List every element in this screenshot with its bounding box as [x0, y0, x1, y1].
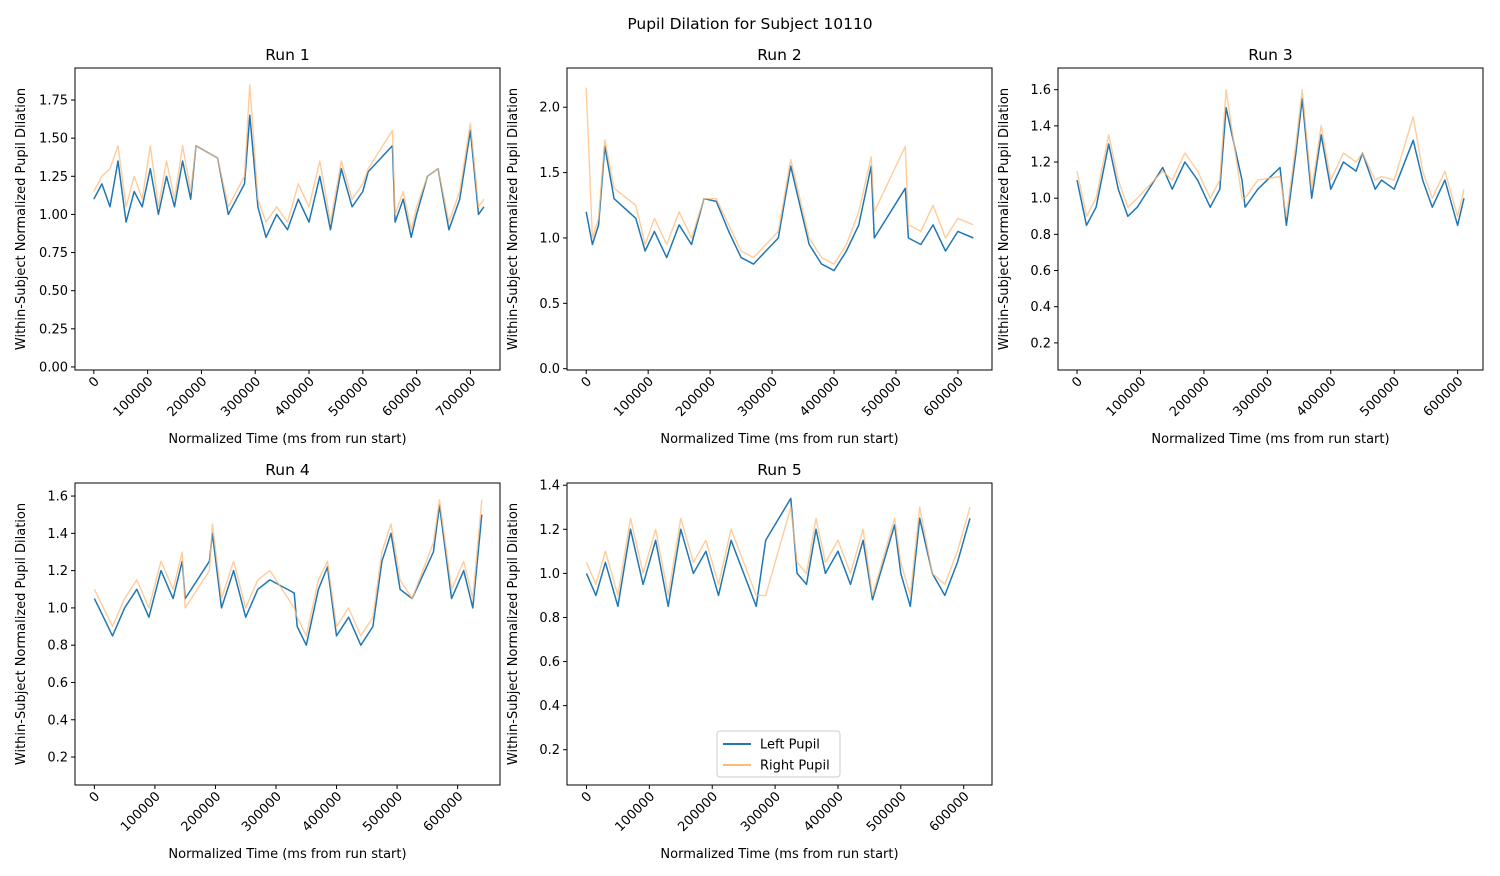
y-tick-label: 0.00 [39, 360, 68, 375]
y-tick-label: 0.4 [539, 699, 560, 714]
x-axis-label: Normalized Time (ms from run start) [168, 432, 406, 447]
y-tick-label: 1.00 [39, 208, 68, 223]
y-tick-label: 0.6 [47, 676, 68, 691]
legend-entry-label: Right Pupil [760, 759, 830, 774]
axes-frame [566, 482, 993, 786]
axes-frame [74, 482, 501, 786]
y-tick-label: 1.75 [39, 94, 68, 109]
y-tick-label: 1.50 [39, 132, 68, 147]
x-axis-label: Normalized Time (ms from run start) [660, 847, 898, 862]
y-tick-label: 0.4 [47, 713, 68, 728]
y-tick-label: 0.6 [1030, 264, 1051, 279]
y-tick-label: 1.0 [539, 231, 560, 246]
series-line-right-pupil [1076, 89, 1465, 217]
y-tick-label: 0.8 [1030, 228, 1051, 243]
y-tick-label: 0.8 [47, 639, 68, 654]
y-axis-label: Within-Subject Normalized Pupil Dilation [14, 88, 29, 350]
y-tick-label: 0.2 [47, 751, 68, 766]
y-tick-label: 0.8 [539, 611, 560, 626]
y-axis-label: Within-Subject Normalized Pupil Dilation [506, 503, 521, 765]
y-tick-label: 0.4 [1030, 300, 1051, 315]
y-tick-label: 0.75 [39, 246, 68, 261]
x-axis-label: Normalized Time (ms from run start) [1151, 432, 1389, 447]
subplot-title: Run 5 [757, 461, 802, 479]
y-tick-label: 1.6 [1030, 83, 1051, 98]
y-axis-label: Within-Subject Normalized Pupil Dilation [997, 88, 1012, 350]
series-line-left-pupil [585, 497, 971, 608]
y-tick-label: 1.4 [47, 527, 68, 542]
y-tick-label: 0.50 [39, 284, 68, 299]
x-axis-label: Normalized Time (ms from run start) [660, 432, 898, 447]
x-axis-label: Normalized Time (ms from run start) [168, 847, 406, 862]
y-tick-label: 0.5 [539, 297, 560, 312]
y-tick-label: 1.6 [47, 490, 68, 505]
y-tick-label: 1.4 [1030, 119, 1051, 134]
series-line-right-pupil [585, 87, 974, 265]
y-tick-label: 1.0 [1030, 192, 1051, 207]
legend-entry-label: Left Pupil [760, 738, 820, 753]
y-tick-label: 0.0 [539, 362, 560, 377]
axes-frame [74, 67, 501, 371]
subplot-title: Run 2 [757, 46, 802, 64]
y-tick-label: 1.2 [1030, 156, 1051, 171]
y-tick-label: 0.2 [1030, 336, 1051, 351]
series-line-right-pupil [93, 84, 485, 231]
axes-frame [566, 67, 993, 371]
y-tick-label: 1.2 [47, 564, 68, 579]
y-tick-label: 0.6 [539, 655, 560, 670]
axes-frame [1057, 67, 1484, 371]
y-tick-label: 0.25 [39, 322, 68, 337]
y-tick-label: 0.2 [539, 743, 560, 758]
subplot-title: Run 1 [265, 46, 310, 64]
series-line-right-pupil [93, 499, 483, 637]
y-tick-label: 1.5 [539, 166, 560, 181]
subplot-title: Run 4 [265, 461, 310, 479]
y-tick-label: 2.0 [539, 101, 560, 116]
series-line-left-pupil [93, 114, 485, 239]
subplot-title: Run 3 [1248, 46, 1293, 64]
series-line-right-pupil [585, 506, 971, 597]
y-tick-label: 1.2 [539, 523, 560, 538]
y-axis-label: Within-Subject Normalized Pupil Dilation [14, 503, 29, 765]
figure-title: Pupil Dilation for Subject 10110 [627, 15, 872, 33]
y-tick-label: 1.0 [47, 601, 68, 616]
y-tick-label: 1.25 [39, 170, 68, 185]
y-tick-label: 1.4 [539, 479, 560, 494]
y-axis-label: Within-Subject Normalized Pupil Dilation [506, 88, 521, 350]
y-tick-label: 1.0 [539, 567, 560, 582]
series-line-left-pupil [585, 145, 974, 272]
legend: Left Pupil Right Pupil [716, 730, 841, 778]
